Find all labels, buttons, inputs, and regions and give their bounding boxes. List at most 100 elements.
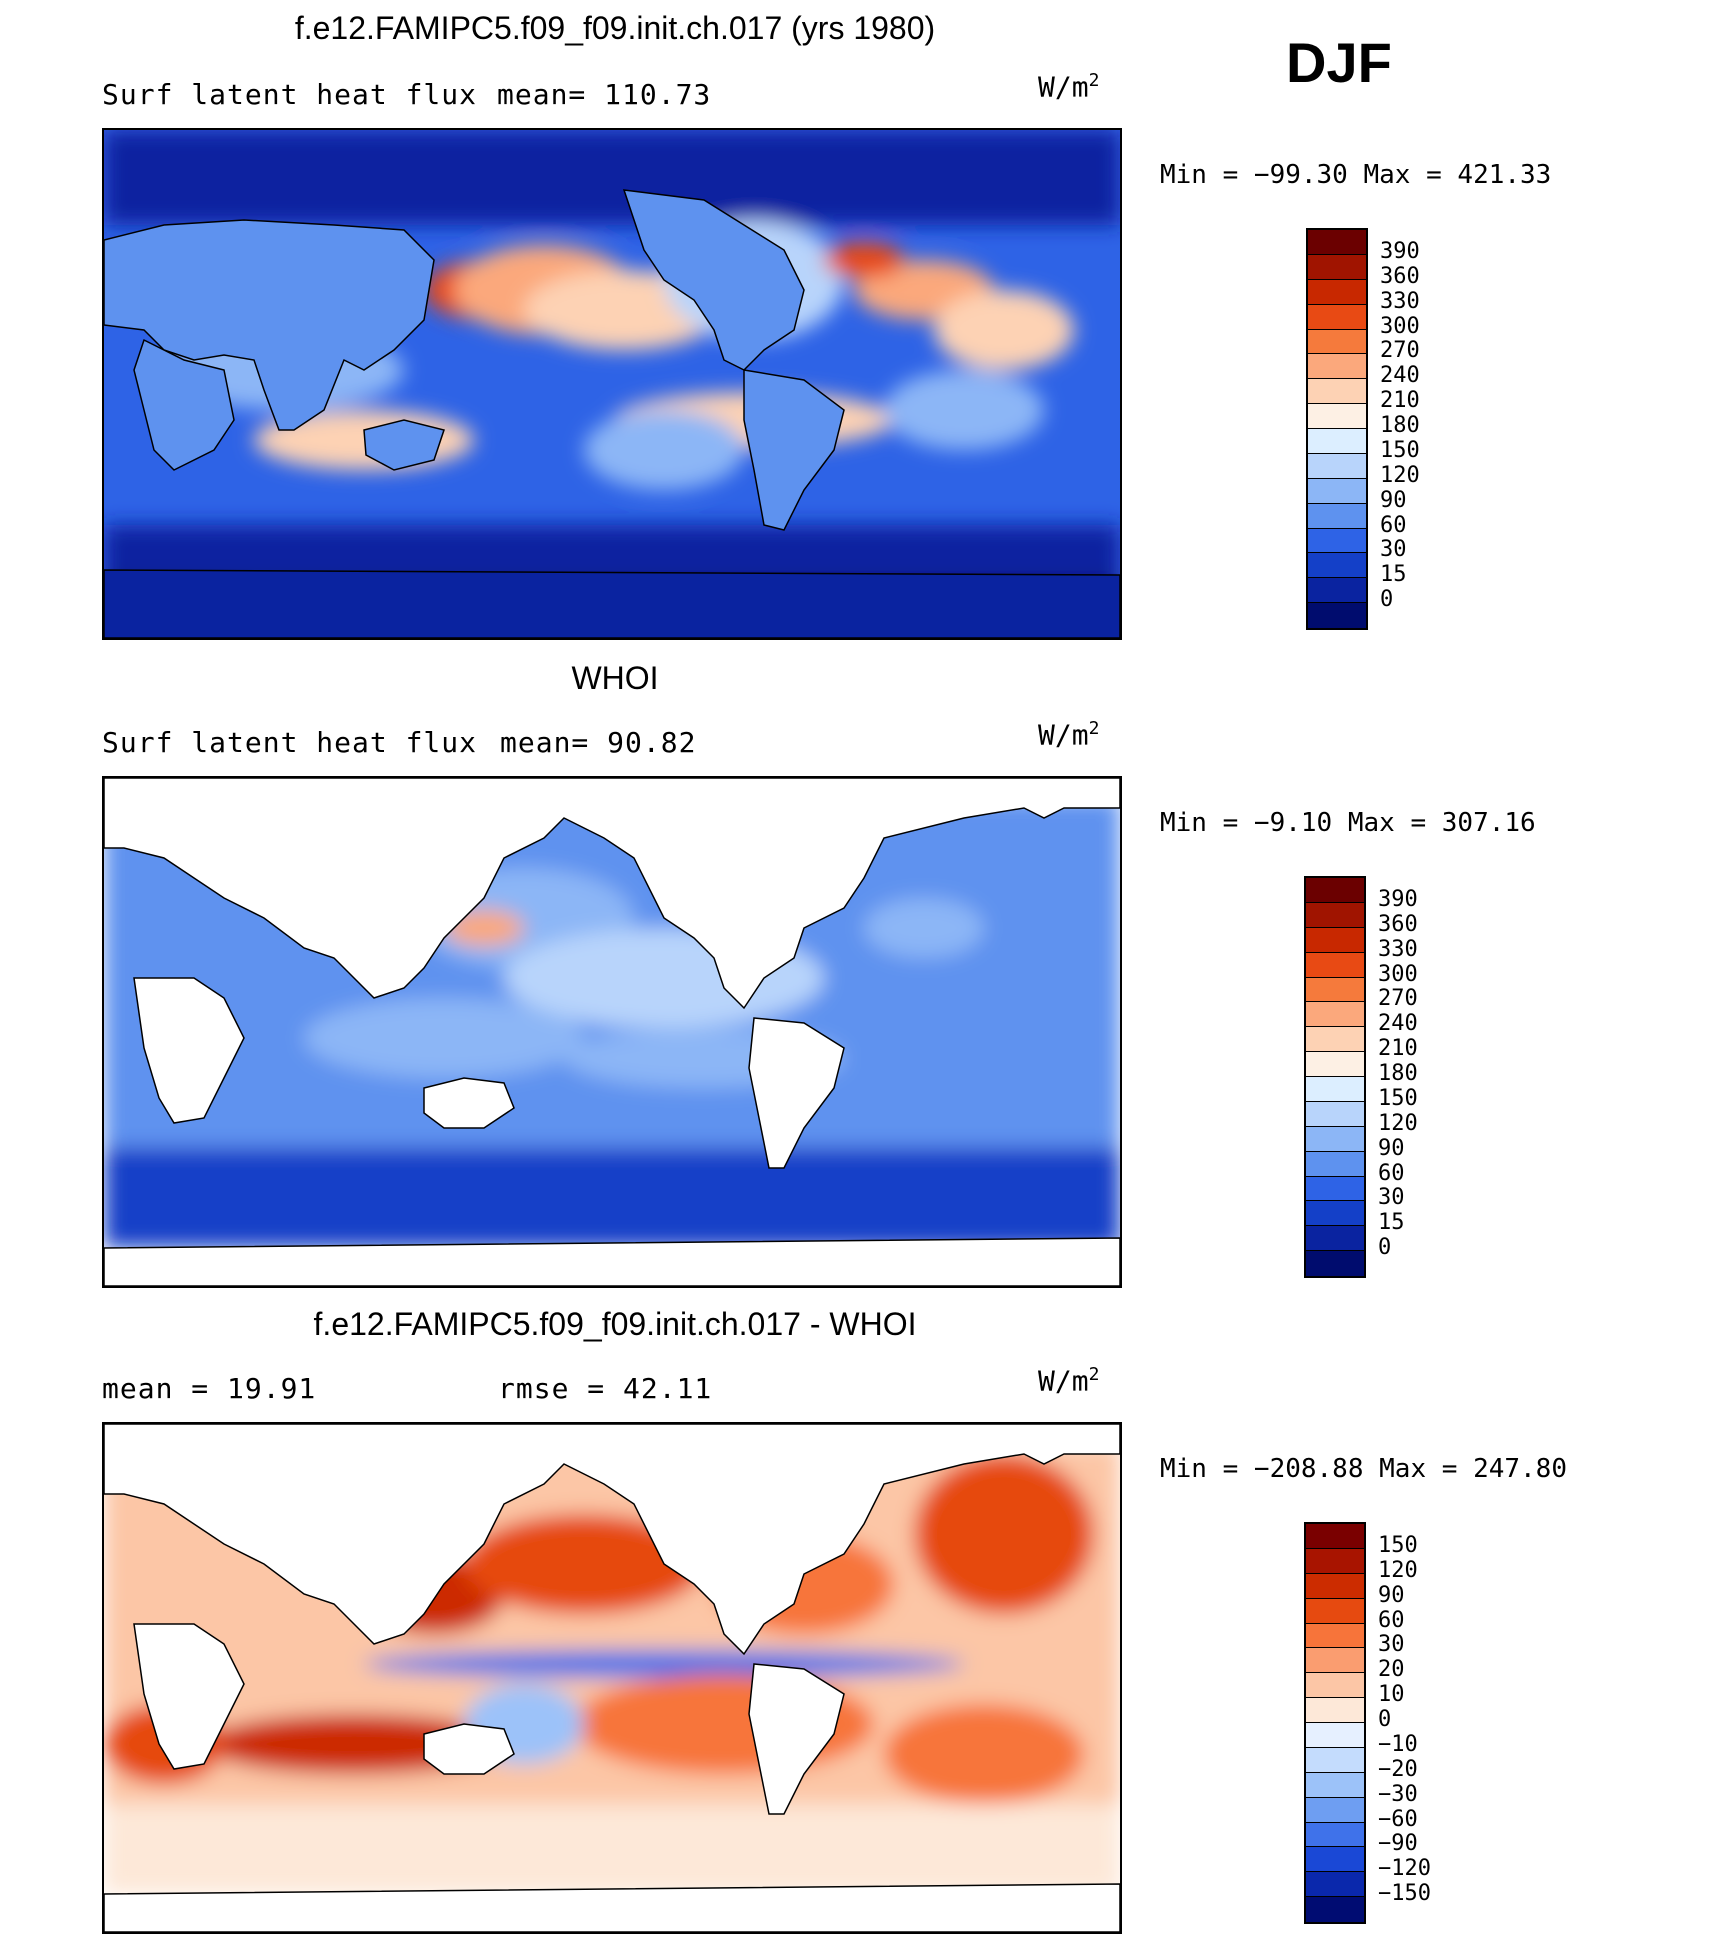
panel3-field — [104, 1444, 1120, 1894]
colorbar-tick-label: 120 — [1380, 462, 1420, 488]
colorbar-box — [1306, 1524, 1364, 1549]
panel3-colorbar — [1304, 1522, 1366, 1924]
colorbar-box — [1308, 279, 1366, 305]
colorbar-box — [1308, 429, 1366, 454]
colorbar-tick-label: 60 — [1380, 512, 1407, 538]
colorbar-tick-label: 150 — [1380, 437, 1420, 463]
colorbar-box — [1306, 1822, 1364, 1848]
colorbar-tick-label: 240 — [1378, 1011, 1418, 1037]
colorbar-box — [1306, 1077, 1364, 1102]
season-label: DJF — [1286, 31, 1392, 94]
colorbar-tick-label: −30 — [1378, 1781, 1418, 1807]
colorbar-box — [1308, 354, 1366, 380]
colorbar-tick-label: 390 — [1380, 238, 1420, 264]
panel2-map — [102, 776, 1122, 1288]
colorbar-tick-label: 90 — [1378, 1582, 1405, 1608]
colorbar-tick-label: 330 — [1378, 936, 1418, 962]
colorbar-box — [1308, 603, 1366, 628]
colorbar-tick-label: 150 — [1378, 1085, 1418, 1111]
colorbar-tick-label: 210 — [1378, 1036, 1418, 1062]
panel1-colorbar — [1306, 228, 1368, 630]
panel2-mean-label: mean= 90.82 — [500, 726, 697, 759]
colorbar-tick-label: 30 — [1378, 1185, 1405, 1211]
colorbar-box — [1306, 1847, 1364, 1873]
colorbar-box — [1306, 1598, 1364, 1624]
panel2-map-svg — [104, 778, 1120, 1286]
panel3-map — [102, 1422, 1122, 1934]
colorbar-tick-label: 210 — [1380, 388, 1420, 414]
colorbar-box — [1306, 902, 1364, 928]
colorbar-box — [1306, 1226, 1364, 1252]
colorbar-tick-label: 180 — [1378, 1061, 1418, 1086]
colorbar-tick-label: 330 — [1380, 288, 1420, 314]
colorbar-tick-label: 120 — [1378, 1557, 1418, 1583]
colorbar-box — [1306, 1548, 1364, 1574]
colorbar-box — [1308, 230, 1366, 255]
colorbar-box — [1306, 1872, 1364, 1898]
colorbar-tick-label: −150 — [1378, 1881, 1431, 1907]
colorbar-box — [1308, 254, 1366, 280]
colorbar-box — [1306, 1623, 1364, 1649]
colorbar-tick-label: 390 — [1378, 886, 1418, 912]
colorbar-tick-label: 0 — [1380, 587, 1394, 613]
colorbar-tick-label: 10 — [1378, 1682, 1405, 1708]
colorbar-box — [1308, 478, 1366, 504]
panel2-minmax: Min = −9.10 Max = 307.16 — [1160, 808, 1536, 838]
colorbar-box — [1306, 1027, 1364, 1053]
panel1-title: f.e12.FAMIPC5.f09_f09.init.ch.017 (yrs 1… — [294, 10, 936, 46]
panel3-title: f.e12.FAMIPC5.f09_f09.init.ch.017 - WHOI — [313, 1306, 917, 1342]
colorbar-tick-label: −120 — [1378, 1856, 1431, 1882]
panel2-variable-label: Surf latent heat flux — [102, 726, 478, 759]
colorbar-tick-label: 0 — [1378, 1707, 1392, 1732]
colorbar-box — [1308, 329, 1366, 355]
colorbar-box — [1306, 1151, 1364, 1177]
colorbar-tick-label: 90 — [1380, 487, 1407, 513]
colorbar-tick-label: 240 — [1380, 363, 1420, 389]
colorbar-tick-label: 15 — [1378, 1210, 1405, 1236]
panel1-map — [102, 128, 1122, 640]
colorbar-box — [1308, 453, 1366, 479]
colorbar-tick-label: −20 — [1378, 1756, 1418, 1782]
colorbar-box — [1306, 927, 1364, 953]
colorbar-box — [1306, 1772, 1364, 1798]
colorbar-box — [1308, 304, 1366, 330]
colorbar-tick-label: 270 — [1380, 338, 1420, 364]
colorbar-tick-label: 300 — [1378, 961, 1418, 987]
panel3-minmax: Min = −208.88 Max = 247.80 — [1160, 1454, 1567, 1484]
colorbar-box — [1306, 1002, 1364, 1028]
colorbar-box — [1308, 578, 1366, 604]
colorbar-tick-label: 120 — [1378, 1110, 1418, 1136]
colorbar-box — [1308, 553, 1366, 579]
panel2-title: WHOI — [571, 660, 659, 696]
colorbar-box — [1306, 878, 1364, 903]
colorbar-box — [1306, 1573, 1364, 1599]
colorbar-tick-label: −10 — [1378, 1731, 1418, 1757]
colorbar-tick-label: 0 — [1378, 1235, 1392, 1261]
panel1-continents — [104, 189, 1120, 638]
colorbar-box — [1306, 1201, 1364, 1227]
panel2-units: W/m2 — [1038, 718, 1100, 752]
panel3-continents — [104, 1424, 1120, 1932]
panel1-units: W/m2 — [1038, 70, 1100, 104]
colorbar-tick-label: 30 — [1380, 537, 1407, 563]
colorbar-box — [1306, 1673, 1364, 1699]
colorbar-box — [1308, 404, 1366, 429]
colorbar-box — [1306, 1251, 1364, 1276]
colorbar-box — [1308, 379, 1366, 405]
panel1-mean-label: mean= 110.73 — [497, 78, 712, 111]
colorbar-box — [1306, 1101, 1364, 1127]
colorbar-box — [1306, 1747, 1364, 1773]
colorbar-box — [1308, 503, 1366, 529]
colorbar-box — [1306, 977, 1364, 1003]
panel1-variable-label: Surf latent heat flux — [102, 78, 478, 111]
colorbar-box — [1306, 1648, 1364, 1674]
colorbar-tick-label: −90 — [1378, 1831, 1418, 1857]
colorbar-box — [1308, 528, 1366, 554]
panel3-mean-label: mean = 19.91 — [102, 1372, 317, 1405]
colorbar-box — [1306, 1698, 1364, 1723]
colorbar-box — [1306, 952, 1364, 978]
colorbar-tick-label: 360 — [1378, 911, 1418, 937]
panel3-map-svg — [104, 1424, 1120, 1932]
colorbar-tick-label: 20 — [1378, 1657, 1405, 1683]
colorbar-tick-label: −60 — [1378, 1806, 1418, 1832]
